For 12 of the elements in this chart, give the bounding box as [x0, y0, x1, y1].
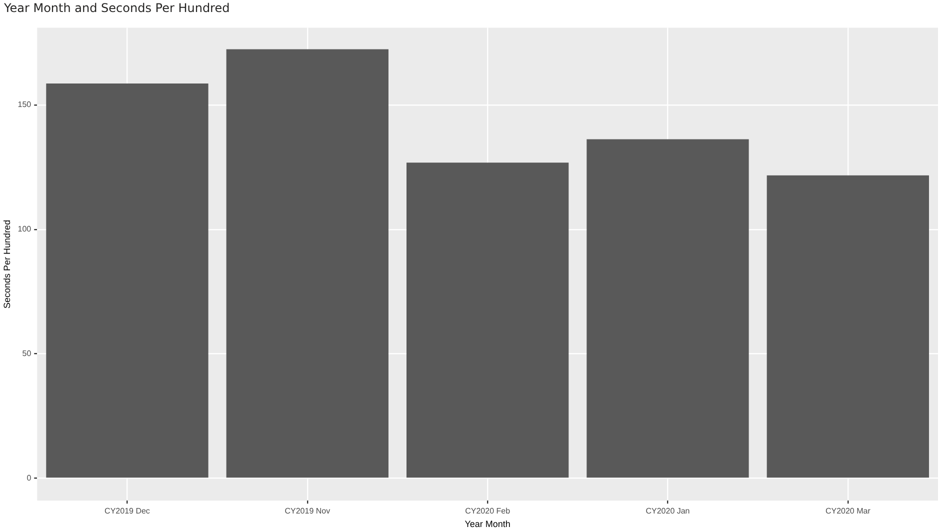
- x-tick-label: CY2019 Dec: [104, 506, 150, 516]
- y-tick-label: 50: [22, 348, 32, 358]
- x-tick-label: CY2020 Mar: [825, 506, 871, 516]
- x-tick-label: CY2020 Jan: [646, 506, 690, 516]
- x-tick-label: CY2019 Nov: [284, 506, 330, 516]
- x-tick-label: CY2020 Feb: [465, 506, 511, 516]
- y-tick-label: 100: [18, 224, 32, 234]
- y-axis-title: Seconds Per Hundred: [2, 220, 12, 308]
- y-tick-label: 150: [18, 100, 32, 110]
- chart-title: Year Month and Seconds Per Hundred: [3, 0, 231, 17]
- x-axis-title: Year Month: [464, 519, 510, 530]
- y-tick-label: 0: [26, 473, 32, 482]
